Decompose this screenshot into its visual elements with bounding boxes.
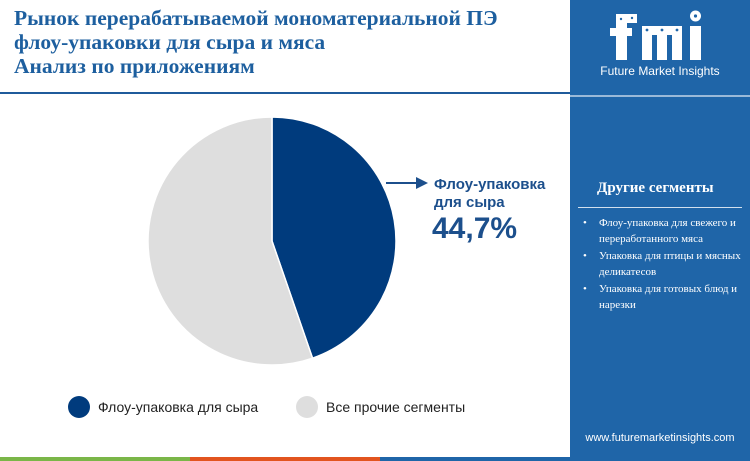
fmi-logo: [610, 10, 701, 60]
other-segments-heading: Другие сегменты: [597, 180, 714, 196]
title-line-3: Анализ по приложениям: [14, 54, 255, 78]
chart-title: Рынок перерабатываемой мономатериальной …: [14, 6, 559, 78]
heading-underline: [578, 207, 742, 208]
callout-arrow-head: [416, 177, 428, 189]
title-line-1: Рынок перерабатываемой мономатериальной …: [14, 6, 498, 30]
legend-label-others: Все прочие сегменты: [326, 399, 466, 415]
pie-chart: [147, 116, 428, 366]
legend-item-cheese: Флоу-упаковка для сыра: [68, 396, 258, 418]
title-divider: [0, 92, 570, 94]
sidebar: Future Market Insights Другие сегменты Ф…: [570, 0, 750, 461]
callout-label-line-2: для сыра: [434, 194, 505, 211]
list-item: Упаковка для готовых блюд и нарезки: [582, 281, 742, 313]
callout-label-line-1: Флоу-упаковка: [434, 176, 546, 193]
callout-label: Флоу-упаковка для сыра: [434, 176, 545, 212]
other-segments-list: Флоу-упаковка для свежего и переработанн…: [582, 215, 742, 314]
callout-value: 44,7%: [432, 212, 518, 245]
bottom-color-bar: [0, 457, 570, 461]
pie-slice-cheese: [271, 116, 397, 360]
logo-caption: Future Market Insights: [600, 64, 720, 78]
website-url: www.futuremarketinsights.com: [585, 432, 735, 444]
legend-item-others: Все прочие сегменты: [296, 396, 465, 418]
legend-swatch-cheese: [68, 396, 90, 418]
legend-swatch-others: [296, 396, 318, 418]
legend-label-cheese: Флоу-упаковка для сыра: [98, 399, 259, 415]
list-item: Флоу-упаковка для свежего и переработанн…: [582, 215, 742, 247]
title-line-2: флоу-упаковки для сыра и мяса: [14, 30, 326, 54]
sidebar-divider: [570, 95, 750, 97]
pie-slice-others: [147, 116, 314, 366]
list-item: Упаковка для птицы и мясных деликатесов: [582, 248, 742, 280]
